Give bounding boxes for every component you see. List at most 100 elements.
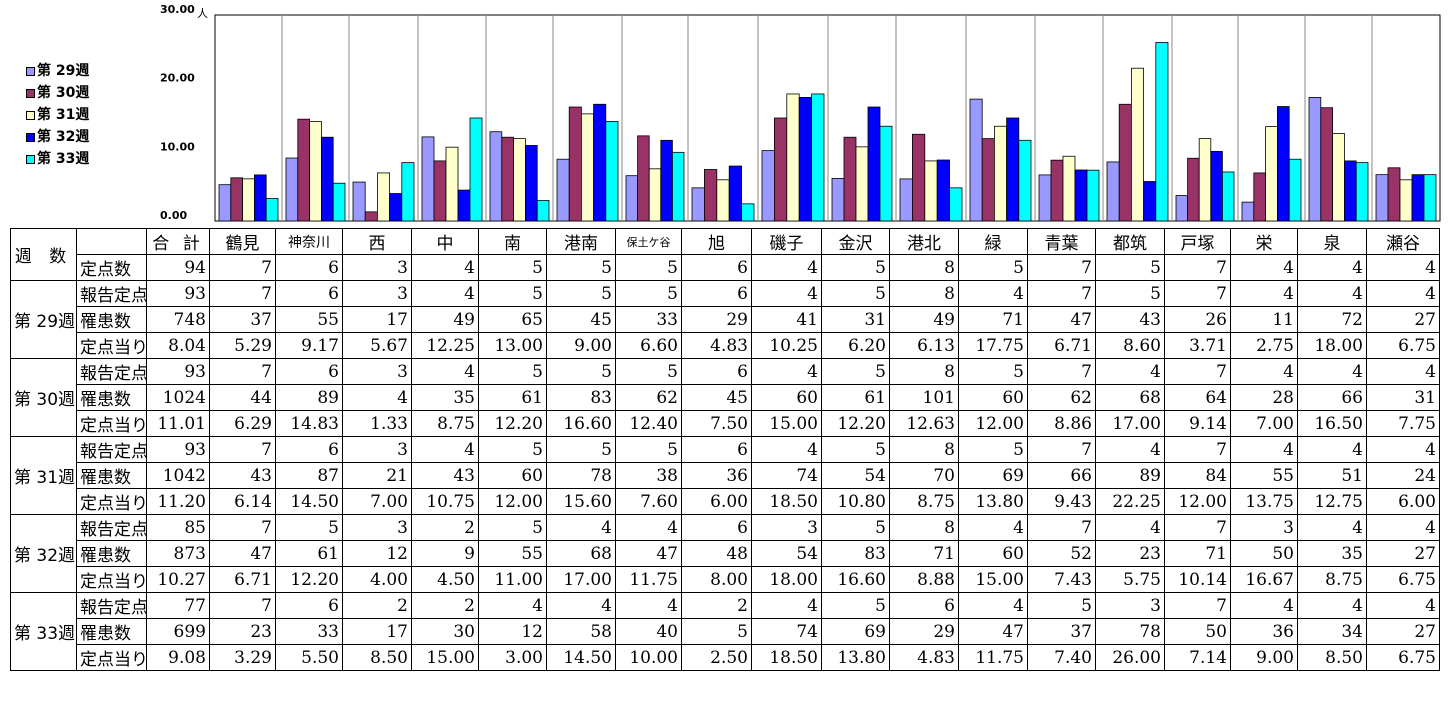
row-label: 定点当り (76, 332, 147, 359)
table-cell: 7.00 (342, 488, 412, 515)
table-cell: 4 (751, 592, 822, 619)
legend-swatch (26, 154, 35, 164)
legend-swatch (26, 66, 35, 76)
table-cell: 6.75 (1366, 566, 1440, 593)
table-cell: 5 (275, 514, 343, 541)
bar (704, 169, 718, 222)
row-label: 報告定点 (76, 514, 147, 541)
table-cell: 10.25 (751, 332, 822, 359)
bar (501, 136, 514, 222)
table-cell: 4 (1297, 436, 1367, 463)
table-cell: 13.75 (1230, 488, 1298, 515)
table-cell: 16.60 (821, 566, 890, 593)
table-cell: 3 (1095, 592, 1165, 619)
table-cell: 4 (958, 280, 1028, 307)
legend-swatch (26, 88, 35, 98)
table-row: 定点当り 10.27 6.71 12.20 4.00 4.50 11.00 17.00 11.7… (11, 566, 1440, 593)
table-cell: 5 (546, 280, 616, 307)
bar (1320, 107, 1334, 222)
table-cell: 5 (821, 358, 890, 385)
bar (774, 117, 788, 222)
table-cell: 51 (1297, 462, 1367, 489)
table-cell: 35 (411, 384, 479, 411)
table-cell: 4 (1297, 592, 1367, 619)
table-cell: 60 (751, 384, 822, 411)
bar (969, 98, 983, 222)
row-label: 罹患数 (76, 540, 147, 567)
bar (1253, 172, 1267, 222)
table-cell: 3.29 (209, 644, 276, 671)
table-cell: 6 (275, 358, 343, 385)
table-cell: 4 (1230, 280, 1298, 307)
table-cell: 23 (209, 618, 276, 645)
table-cell: 33 (615, 306, 682, 333)
table-cell: 2.75 (1230, 332, 1298, 359)
district-header: 鶴見 (209, 228, 276, 255)
bar (364, 211, 378, 222)
table-cell: 36 (681, 462, 752, 489)
table-cell: 3 (751, 514, 822, 541)
district-header: 神奈川 (275, 228, 343, 255)
table-cell: 10.80 (821, 488, 890, 515)
week-label: 第 31週 (10, 436, 77, 515)
row-label: 報告定点 (76, 280, 147, 307)
week-label: 第 30週 (10, 358, 77, 437)
table-cell: 4 (342, 384, 412, 411)
table-cell: 31 (1366, 384, 1440, 411)
bar (253, 174, 267, 222)
table-cell: 12.20 (275, 566, 343, 593)
table-cell: 9.43 (1027, 488, 1096, 515)
table-cell: 15.60 (546, 488, 616, 515)
table-cell: 4.00 (342, 566, 412, 593)
table-cell: 4 (1230, 358, 1298, 385)
week-label: 第 33週 (10, 592, 77, 671)
table-cell: 13.80 (958, 488, 1028, 515)
table-cell: 15.00 (958, 566, 1028, 593)
table-cell: 11 (1230, 306, 1298, 333)
table-row: 定点当り 11.20 6.14 14.50 7.00 10.75 12.00 15.60 7.6… (11, 488, 1440, 515)
table-cell: 2 (681, 592, 752, 619)
bar-chart: 0.00 10.00 20.00 30.00 人 (160, 3, 1441, 222)
table-cell: 4 (411, 254, 479, 281)
table-row: 罹患数 873 47 61 12 9 55 68 47 48 54 83 71 60 52 23 71 50 35 2… (11, 540, 1440, 567)
table-cell: 4 (958, 592, 1028, 619)
table-cell: 47 (1027, 306, 1096, 333)
legend-item: 第 31週 (26, 104, 89, 126)
row-label: 報告定点 (76, 436, 147, 463)
bar (1344, 160, 1357, 222)
table-cell: 61 (275, 540, 343, 567)
table-cell: 8.75 (889, 488, 959, 515)
table-cell: 6.29 (209, 410, 276, 437)
table-cell: 7 (209, 280, 276, 307)
table-cell: 6.00 (1366, 488, 1440, 515)
table-cell: 9.17 (275, 332, 343, 359)
table-cell: 748 (146, 306, 210, 333)
bar (936, 159, 951, 222)
table-cell: 4 (1095, 358, 1165, 385)
bar (786, 93, 800, 222)
table-cell: 16.60 (546, 410, 616, 437)
table-cell: 7.43 (1027, 566, 1096, 593)
table-cell: 65 (478, 306, 547, 333)
table-cell: 1.33 (342, 410, 412, 437)
table-cell: 3 (342, 254, 412, 281)
table-cell: 7 (1027, 358, 1096, 385)
table-cell: 27 (1366, 618, 1440, 645)
table-cell: 6 (681, 358, 752, 385)
table-cell: 47 (209, 540, 276, 567)
table-cell: 4 (411, 436, 479, 463)
table-cell: 18.50 (751, 644, 822, 671)
table-cell: 45 (546, 306, 616, 333)
table-cell: 12 (478, 618, 547, 645)
table-cell: 5 (958, 254, 1028, 281)
table-cell: 9.08 (146, 644, 210, 671)
table-cell: 14.50 (275, 488, 343, 515)
row-label: 罹患数 (76, 306, 147, 333)
table-cell: 10.75 (411, 488, 479, 515)
table-cell: 6.60 (615, 332, 682, 359)
table-cell: 38 (615, 462, 682, 489)
bar (1355, 162, 1369, 222)
table-cell: 6.75 (1366, 644, 1440, 671)
table-cell: 41 (751, 306, 822, 333)
table-cell: 4.83 (889, 644, 959, 671)
